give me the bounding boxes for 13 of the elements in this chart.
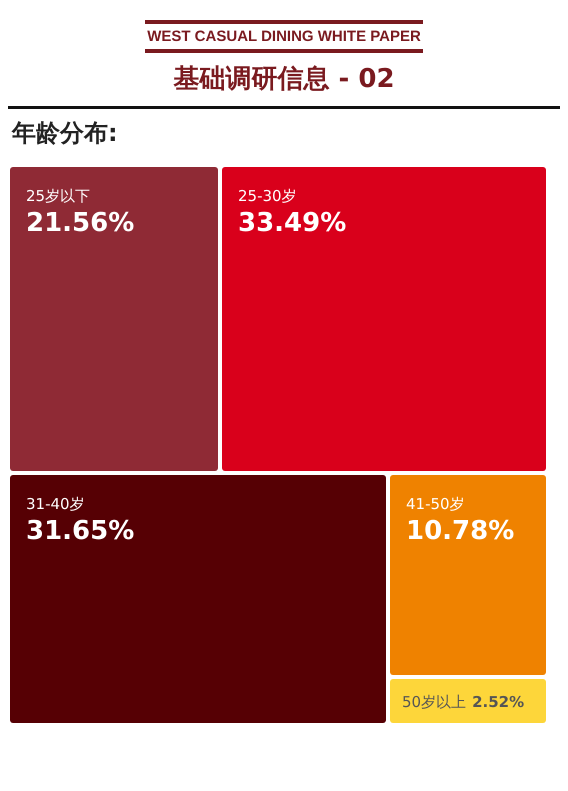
text: WEST CASUAL DINING WHITE PAPER <box>145 20 423 53</box>
category-label: 50岁以上 <box>402 693 466 711</box>
data-label: 31.65% <box>26 516 134 546</box>
category-label: 31-40岁 <box>26 495 85 513</box>
category-label: 41-50岁 <box>406 495 465 513</box>
text: 基础调研信息 - 02 <box>172 63 396 96</box>
category-label: 25岁以下 <box>26 187 90 205</box>
data-label: 33.49% <box>238 208 346 238</box>
category-label: 25-30岁 <box>238 187 297 205</box>
text: 年龄分布: <box>12 118 119 149</box>
data-label: 21.56% <box>26 208 134 238</box>
data-label: 10.78% <box>406 516 514 546</box>
data-label: 2.52% <box>472 693 524 711</box>
